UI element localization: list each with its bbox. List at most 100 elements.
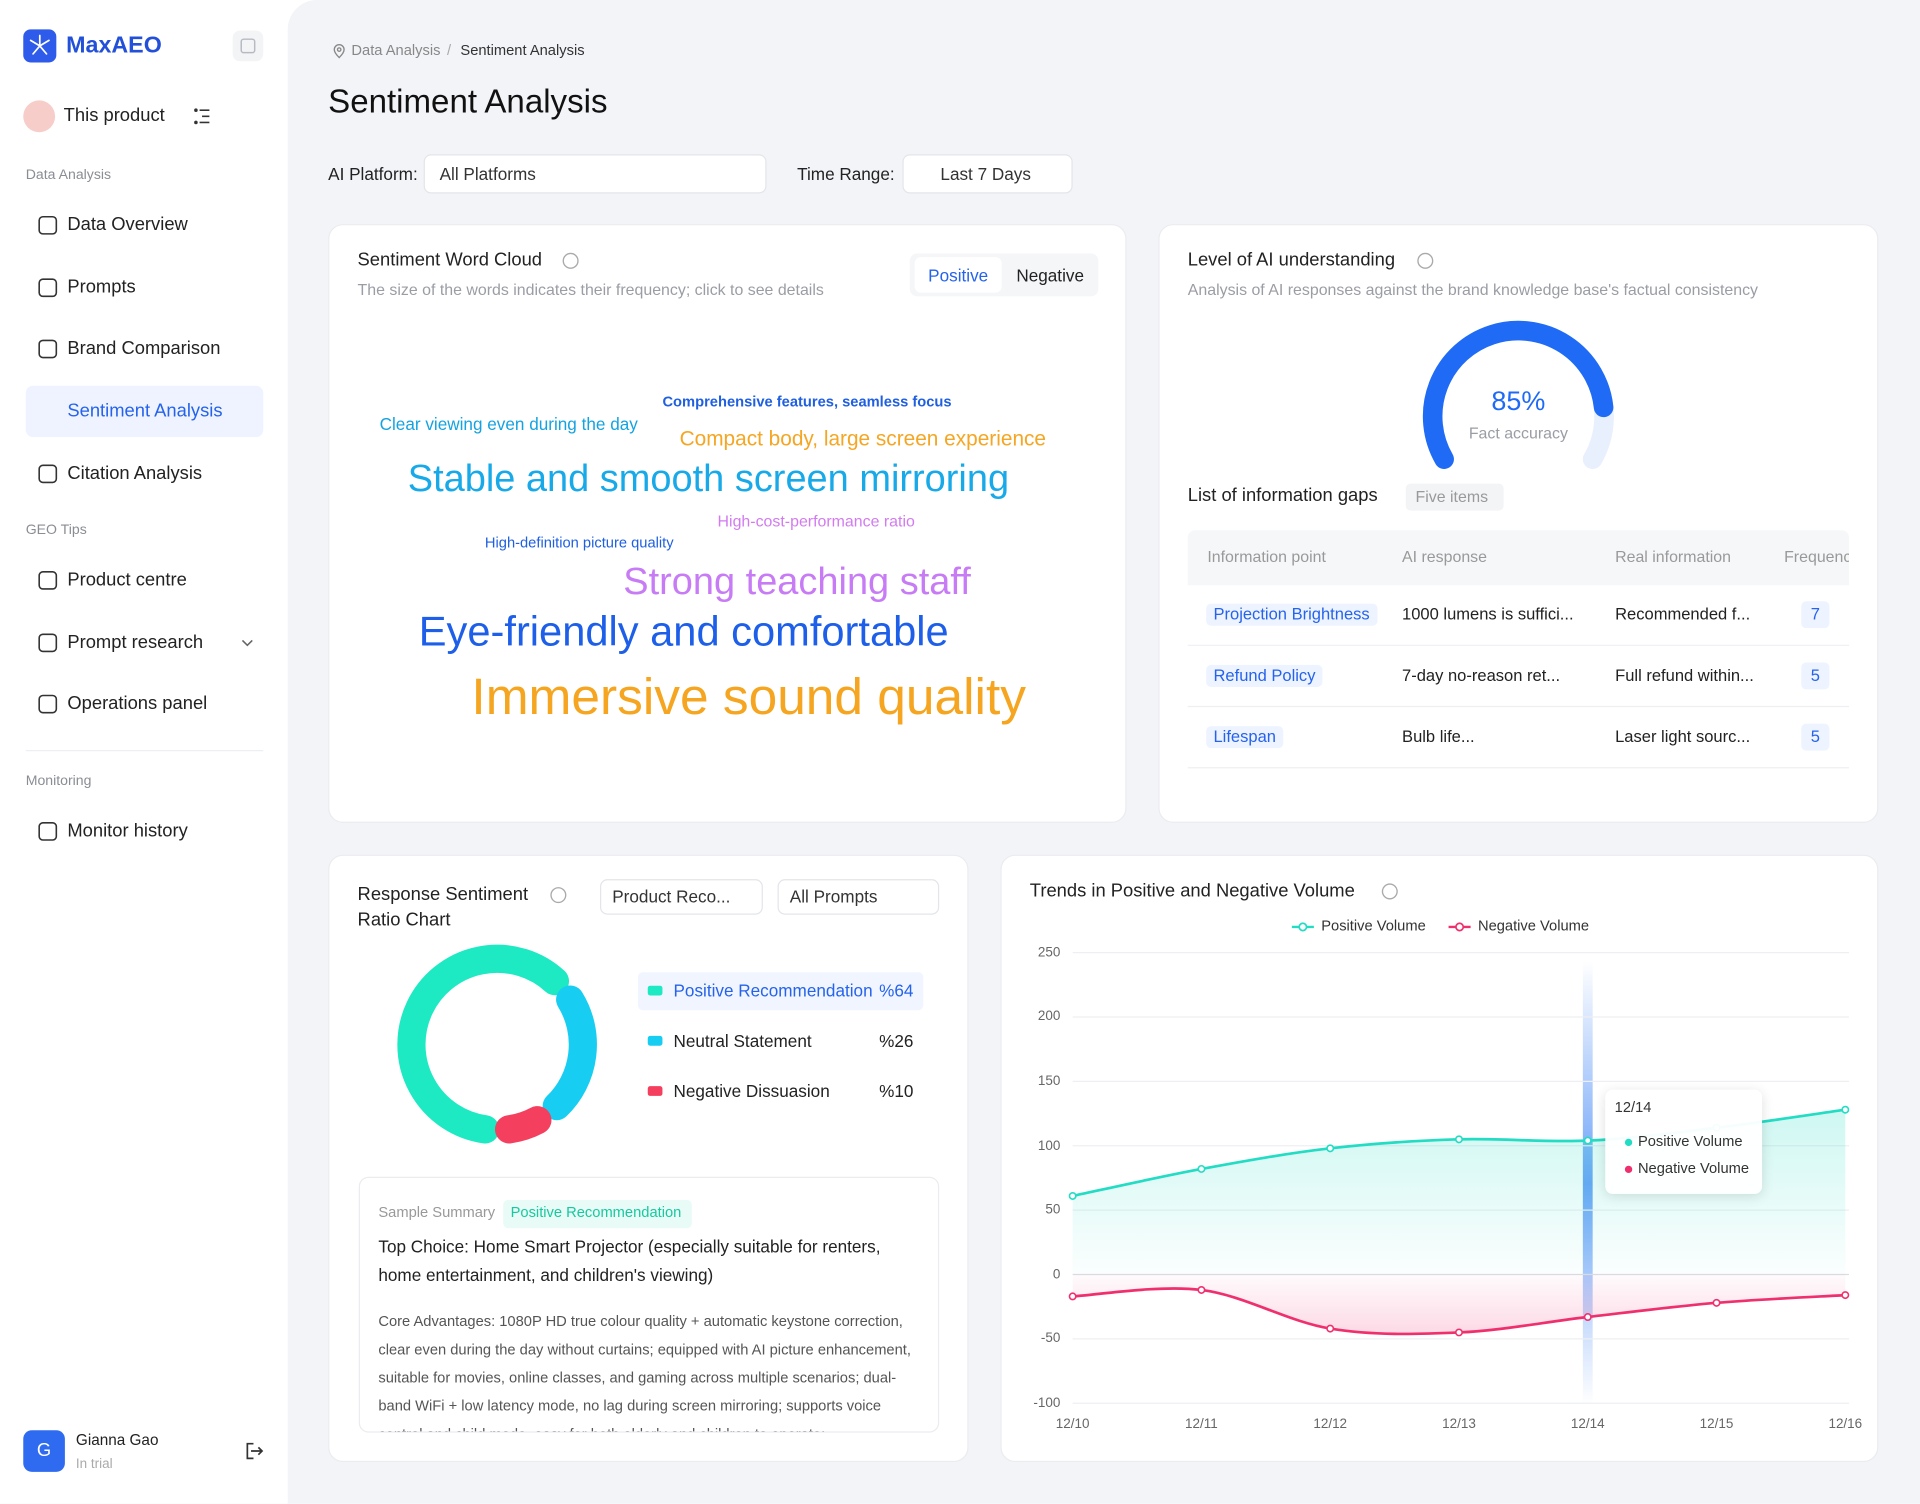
gauge-caption: Fact accuracy: [1468, 423, 1568, 442]
nav-item[interactable]: Product centre: [67, 569, 187, 591]
collapse-button[interactable]: [232, 30, 264, 62]
cloud-word[interactable]: Immersive sound quality: [471, 666, 1026, 725]
product-switch[interactable]: This product: [63, 105, 165, 127]
legend-swatch: [647, 1035, 663, 1046]
nav-chevron: [241, 639, 253, 647]
nav-icon: [38, 278, 58, 298]
legend-label[interactable]: Positive Recommendation: [673, 980, 873, 1001]
breadcrumb-link[interactable]: Data Analysis: [351, 41, 441, 60]
filter-label: AI Platform:: [328, 163, 418, 184]
info-point-chip[interactable]: Lifespan: [1206, 726, 1284, 748]
prompt-select[interactable]: [777, 879, 940, 915]
logout-icon[interactable]: [246, 1442, 264, 1460]
x-tick-label: 12/13: [1442, 1416, 1476, 1432]
brand-name: MaxAEO: [66, 32, 162, 59]
legend-label[interactable]: Negative Dissuasion: [673, 1081, 830, 1101]
real-information: Laser light sourc...: [1615, 727, 1751, 746]
tooltip-title: 12/14: [1614, 1098, 1652, 1116]
frequency-badge: [1801, 723, 1830, 751]
filter-select[interactable]: [902, 154, 1073, 194]
legend-value: %64: [879, 980, 914, 1001]
nav-item[interactable]: Citation Analysis: [67, 463, 203, 484]
cloud-word[interactable]: Eye-friendly and comfortable: [418, 608, 949, 655]
legend-swatch: [647, 1086, 663, 1096]
user-status: In trial: [75, 1456, 113, 1472]
ai-response: 7-day no-reason ret...: [1402, 666, 1561, 685]
y-tick-label: 50: [1045, 1202, 1061, 1218]
count-label: Five items: [1415, 486, 1489, 506]
count-tag: [1405, 483, 1504, 511]
cloud-word[interactable]: High-definition picture quality: [484, 534, 674, 552]
column-header: Frequency: [1784, 546, 1849, 566]
sentiment-tab[interactable]: Negative: [1016, 265, 1084, 286]
nav-item[interactable]: Sentiment Analysis: [67, 400, 223, 422]
gauge-label: 85%: [1491, 385, 1546, 416]
cloud-word[interactable]: Compact body, large screen experience: [679, 427, 1047, 451]
tooltip-series: Positive Volume: [1637, 1132, 1743, 1151]
legend-label[interactable]: Neutral Statement: [673, 1030, 812, 1051]
user-initial: G: [36, 1440, 52, 1462]
cloud-word[interactable]: Comprehensive features, seamless focus: [662, 393, 952, 411]
info-point-chip[interactable]: Refund Policy: [1206, 665, 1323, 687]
card-title: Response Sentiment Ratio Chart: [357, 884, 529, 931]
tab-active: [914, 257, 1002, 293]
nav-group-label: Data Analysis: [25, 167, 112, 182]
cloud-word[interactable]: High-cost-performance ratio: [717, 511, 915, 530]
nav-item[interactable]: Prompt research: [67, 632, 204, 653]
nav-icon: [38, 571, 58, 590]
nav-active-bg: [25, 385, 264, 438]
frequency: 7: [1810, 605, 1820, 624]
y-tick-label: 150: [1037, 1073, 1061, 1089]
tooltip-series: Negative Volume: [1637, 1159, 1750, 1177]
table-header: [1187, 530, 1849, 586]
section-title: List of information gaps: [1187, 485, 1378, 507]
card-title: Sentiment Word Cloud: [357, 250, 543, 271]
nav-item[interactable]: Data Overview: [67, 214, 188, 236]
nav-icon: [38, 633, 58, 653]
summary-tag-text: Positive Recommendation: [510, 1203, 682, 1222]
nav-item[interactable]: Monitor history: [67, 820, 188, 842]
tooltip-dot: [1624, 1138, 1632, 1147]
filter-select[interactable]: [423, 154, 767, 194]
nav-icon: [38, 215, 58, 235]
filter-label: Time Range:: [797, 163, 895, 184]
legend-value: %10: [879, 1081, 914, 1101]
frequency-badge: [1801, 662, 1830, 690]
legend-label[interactable]: Positive Volume: [1321, 917, 1426, 935]
card-subtitle: Analysis of AI responses against the bra…: [1187, 279, 1759, 299]
summary-tag: [503, 1200, 692, 1229]
card-title: Trends in Positive and Negative Volume: [1029, 880, 1355, 902]
summary-box: Sample Summary Positive Recommendation Top…: [358, 1176, 940, 1433]
select-value: All Prompts: [789, 886, 878, 906]
legend-label[interactable]: Negative Volume: [1477, 917, 1590, 935]
y-tick-label: 100: [1037, 1138, 1061, 1153]
cloud-word[interactable]: Stable and smooth screen mirroring: [407, 456, 1010, 500]
legend-value: %26: [879, 1030, 914, 1051]
legend-highlight: [637, 972, 924, 1011]
sentiment-tab[interactable]: Positive: [928, 265, 989, 286]
y-tick-label: 200: [1037, 1009, 1061, 1025]
nav-group-label: Monitoring: [25, 773, 92, 788]
breadcrumb-separator: /: [446, 41, 452, 60]
nav-icon: [38, 339, 58, 359]
x-tick-label: 12/11: [1185, 1416, 1218, 1432]
frequency-badge: [1801, 601, 1830, 629]
cloud-word[interactable]: Strong teaching staff: [623, 559, 971, 603]
prompt-select[interactable]: [600, 879, 763, 915]
product-avatar: [23, 100, 56, 133]
logo-mark: [29, 34, 50, 55]
frequency: 5: [1810, 666, 1820, 685]
ai-response: Bulb life...: [1402, 727, 1475, 746]
summary-body: Core Advantages: 1080P HD true colour qu…: [378, 1312, 911, 1432]
nav-item[interactable]: Prompts: [67, 277, 136, 298]
nav-group-label: GEO Tips: [25, 522, 87, 537]
info-point-chip[interactable]: Projection Brightness: [1206, 603, 1378, 626]
select-value: Product Reco...: [612, 886, 731, 906]
cloud-word[interactable]: Clear viewing even during the day: [379, 413, 638, 434]
ai-response: 1000 lumens is suffici...: [1402, 605, 1574, 624]
nav-item[interactable]: Operations panel: [67, 693, 208, 715]
nav-item[interactable]: Brand Comparison: [67, 338, 221, 360]
logo-icon: [23, 29, 57, 63]
